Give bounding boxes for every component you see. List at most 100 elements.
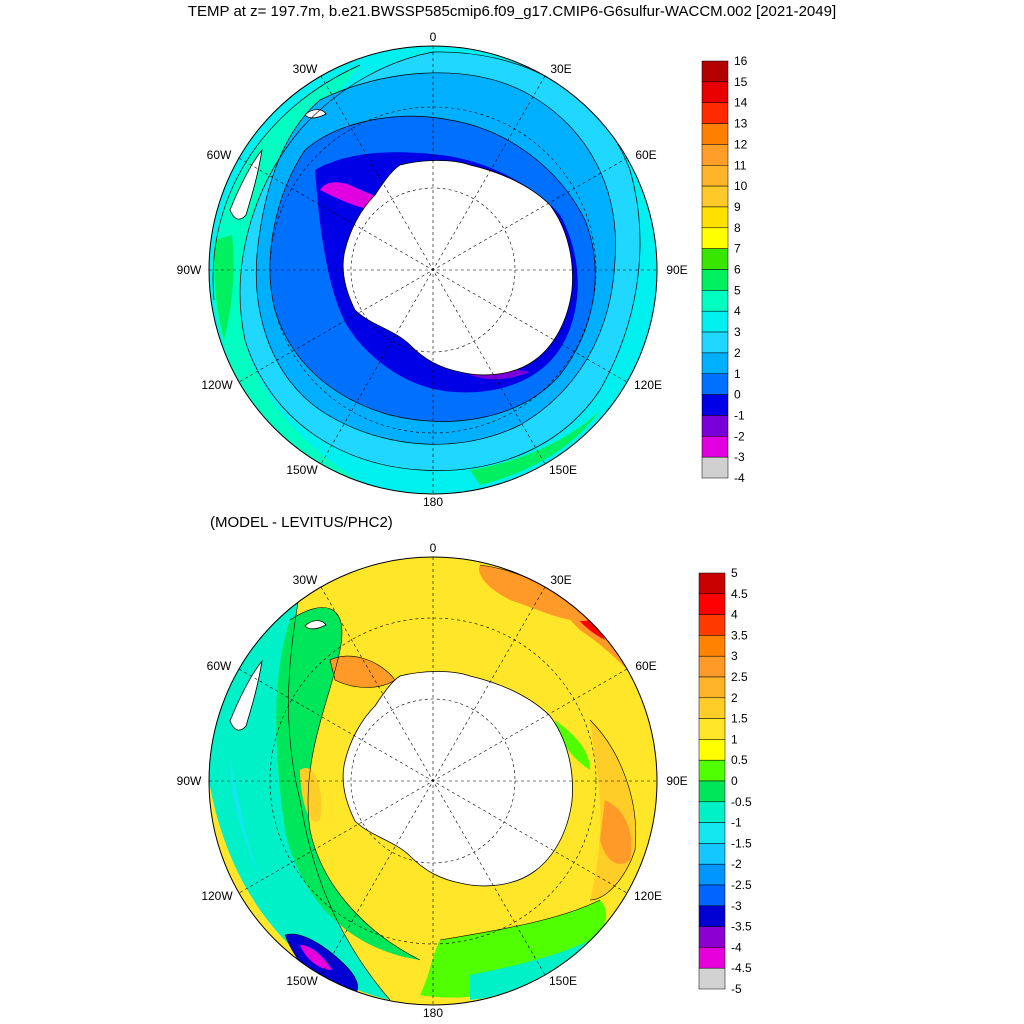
- top-colorbar-label-17: -1: [734, 408, 745, 422]
- bottom-colorbar-swatch-17: [698, 926, 726, 948]
- bottom-colorbar-label-18: -4: [731, 940, 742, 954]
- top-lon-label-60e: 60E: [635, 148, 656, 162]
- bottom-lon-label-120e: 120E: [634, 889, 662, 903]
- top-colorbar-swatch-14: [701, 352, 729, 374]
- bottom-colorbar-label-9: 0.5: [731, 753, 748, 767]
- bottom-lon-label-90e: 90E: [666, 774, 687, 788]
- bottom-polar-map: [209, 557, 657, 1005]
- top-colorbar-swatch-17: [701, 415, 729, 437]
- bottom-band-south-cyan: [470, 940, 590, 1000]
- bottom-colorbar-label-15: -2.5: [731, 878, 752, 892]
- bottom-colorbar-swatch-16: [698, 905, 726, 927]
- bottom-colorbar-label-3: 3.5: [731, 628, 748, 642]
- top-colorbar-swatch-12: [701, 310, 729, 333]
- top-band-neg-east: [470, 369, 530, 380]
- top-colorbar-swatch-10: [701, 269, 729, 291]
- bottom-colorbar-label-6: 2: [731, 691, 738, 705]
- top-lon-label-150e: 150E: [549, 463, 577, 477]
- top-polar-map: [209, 46, 657, 494]
- top-colorbar-label-6: 10: [734, 179, 748, 193]
- bottom-colorbar-swatch-9: [698, 759, 726, 782]
- bottom-colorbar-label-10: 0: [731, 774, 738, 788]
- top-colorbar-label-8: 8: [734, 221, 741, 235]
- bottom-colorbar-label-5: 2.5: [731, 670, 748, 684]
- top-colorbar-label-12: 4: [734, 304, 741, 318]
- top-lon-label-180: 180: [423, 495, 443, 509]
- top-colorbar-swatch-8: [701, 227, 729, 249]
- top-colorbar-swatch-3: [701, 123, 729, 145]
- bottom-lon-label-150w: 150W: [286, 974, 318, 988]
- top-colorbar-swatch-1: [701, 81, 729, 103]
- top-colorbar-label-1: 15: [734, 75, 748, 89]
- bottom-lon-label-30w: 30W: [293, 573, 318, 587]
- top-colorbar-label-14: 2: [734, 346, 741, 360]
- bottom-band-south-green: [420, 900, 607, 998]
- top-lon-labels: 0 30E 60E 90E 120E 150E 180 150W 120W 90…: [177, 30, 688, 509]
- top-colorbar-swatch-9: [701, 248, 729, 270]
- bottom-band-neg-core: [300, 945, 332, 970]
- bottom-colorbar-swatch-10: [698, 780, 726, 803]
- top-colorbar-swatch-5: [701, 165, 729, 187]
- bottom-graticule: [209, 557, 657, 1005]
- bottom-colorbar-label-0: 5: [731, 566, 738, 580]
- top-colorbar-label-16: 0: [734, 388, 741, 402]
- top-colorbar-swatch-16: [701, 394, 729, 416]
- top-colorbar-swatch-15: [701, 373, 729, 395]
- bottom-colorbar-swatch-14: [698, 863, 726, 886]
- top-colorbar-swatch-2: [701, 102, 729, 124]
- top-colorbar-label-4: 12: [734, 137, 748, 151]
- top-lon-label-0: 0: [430, 30, 437, 44]
- top-band-5to6-edge: [214, 235, 234, 340]
- top-lon-label-120w: 120W: [201, 378, 233, 392]
- top-colorbar-swatch-0: [701, 60, 729, 83]
- top-lon-label-30e: 30E: [550, 62, 571, 76]
- top-lon-label-90e: 90E: [666, 263, 687, 277]
- top-colorbar-label-13: 3: [734, 325, 741, 339]
- bottom-south-america: [229, 659, 263, 731]
- bottom-colorbar-label-20: -5: [731, 982, 742, 996]
- bottom-colorbar-swatch-5: [698, 676, 726, 699]
- top-lon-label-60w: 60W: [207, 148, 232, 162]
- top-lon-label-150w: 150W: [286, 463, 318, 477]
- bottom-colorbar-label-4: 3: [731, 649, 738, 663]
- bottom-lon-label-0: 0: [430, 541, 437, 555]
- bottom-colorbar-swatch-2: [698, 614, 726, 636]
- top-colorbar-label-9: 7: [734, 242, 741, 256]
- bottom-colorbar-swatch-13: [698, 843, 726, 865]
- bottom-band-west-green: [276, 607, 420, 960]
- top-colorbar-swatch-11: [701, 290, 729, 312]
- bottom-lon-label-120w: 120W: [201, 889, 233, 903]
- bottom-patch-amundsen: [300, 768, 322, 822]
- top-colorbar-swatch-7: [701, 206, 729, 229]
- top-colorbar-label-18: -2: [734, 429, 745, 443]
- bottom-lon-label-60e: 60E: [635, 659, 656, 673]
- bottom-colorbar-swatch-0: [698, 572, 726, 595]
- bottom-colorbar-swatch-1: [698, 593, 726, 615]
- bottom-band-east-green: [555, 720, 590, 770]
- top-colorbar-label-10: 6: [734, 263, 741, 277]
- bottom-colorbar-label-8: 1: [731, 732, 738, 746]
- top-colorbar-label-2: 14: [734, 96, 748, 110]
- top-antarctica-land: [342, 160, 573, 376]
- bottom-lon-label-180: 180: [423, 1006, 443, 1020]
- bottom-colorbar-swatch-6: [698, 697, 726, 719]
- top-colorbar-swatch-4: [701, 144, 729, 166]
- bottom-lon-label-90w: 90W: [177, 774, 202, 788]
- bottom-colorbar-swatch-4: [698, 655, 726, 678]
- difference-subtitle: (MODEL - LEVITUS/PHC2): [210, 514, 393, 531]
- bottom-lon-label-30e: 30E: [550, 573, 571, 587]
- bottom-band-east-orange2: [600, 800, 632, 864]
- top-colorbar-label-11: 5: [734, 283, 741, 297]
- bottom-colorbar: 5 4.5 4 3.5 3 2.5 2 1.5 1 0.5 0 -0.5 -1 -1.5 -2 -2.5 -3 -…: [698, 566, 752, 996]
- bottom-colorbar-swatch-12: [698, 822, 726, 844]
- bottom-colorbar-label-11: -0.5: [731, 795, 752, 809]
- bottom-colorbar-swatch-8: [698, 739, 726, 761]
- bottom-colorbar-label-1: 4.5: [731, 587, 748, 601]
- top-colorbar-label-7: 9: [734, 200, 741, 214]
- bottom-colorbar-swatch-3: [698, 635, 726, 657]
- top-colorbar-swatch-18: [701, 436, 729, 458]
- bottom-colorbar-label-13: -1.5: [731, 836, 752, 850]
- bottom-colorbar-swatch-11: [698, 801, 726, 823]
- bottom-colorbar-label-2: 4: [731, 608, 738, 622]
- top-south-america: [229, 148, 263, 220]
